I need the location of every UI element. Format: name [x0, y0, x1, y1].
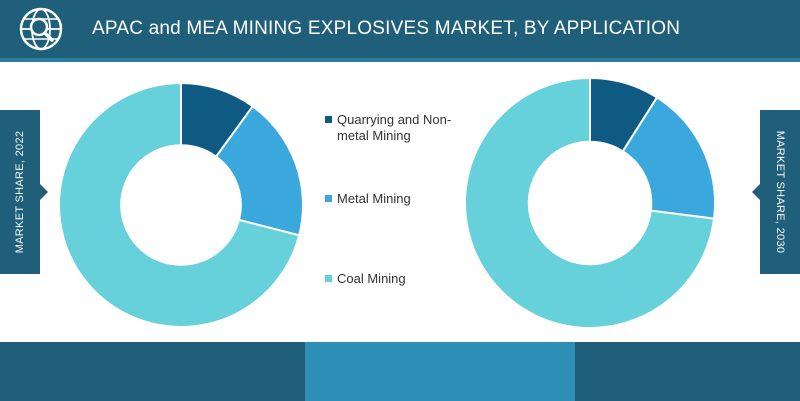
header-bar: APAC and MEA MINING EXPLOSIVES MARKET, B… [0, 0, 800, 58]
footer-accent [305, 342, 575, 401]
legend-label-coal: Coal Mining [337, 271, 406, 286]
market-share-2030-label: MARKET SHARE, 2030 [774, 130, 786, 254]
donut-chart-2022 [58, 82, 304, 328]
legend-swatch-metal [325, 195, 332, 202]
legend-swatch-coal [325, 275, 332, 282]
donut-slice-metal [621, 96, 716, 220]
donut-chart-2030 [464, 77, 716, 329]
page-title: APAC and MEA MINING EXPLOSIVES MARKET, B… [92, 18, 681, 39]
market-share-2022-label: MARKET SHARE, 2022 [14, 130, 26, 254]
market-share-2030-tab: MARKET SHARE, 2030 [752, 110, 800, 274]
tab-pointer [40, 184, 48, 200]
market-share-2022-tab: MARKET SHARE, 2022 [0, 110, 48, 274]
tab-pointer [752, 184, 760, 200]
legend-label-metal: Metal Mining [337, 191, 411, 206]
legend-swatch-quarrying [325, 116, 332, 123]
header-divider [0, 58, 800, 62]
donut-slice-coal [464, 77, 716, 329]
donut-slice-coal [58, 82, 301, 328]
legend-label-quarrying: Quarrying and Non-metal Mining [337, 112, 452, 143]
footer-band [0, 342, 800, 401]
globe-search-icon [19, 7, 63, 51]
